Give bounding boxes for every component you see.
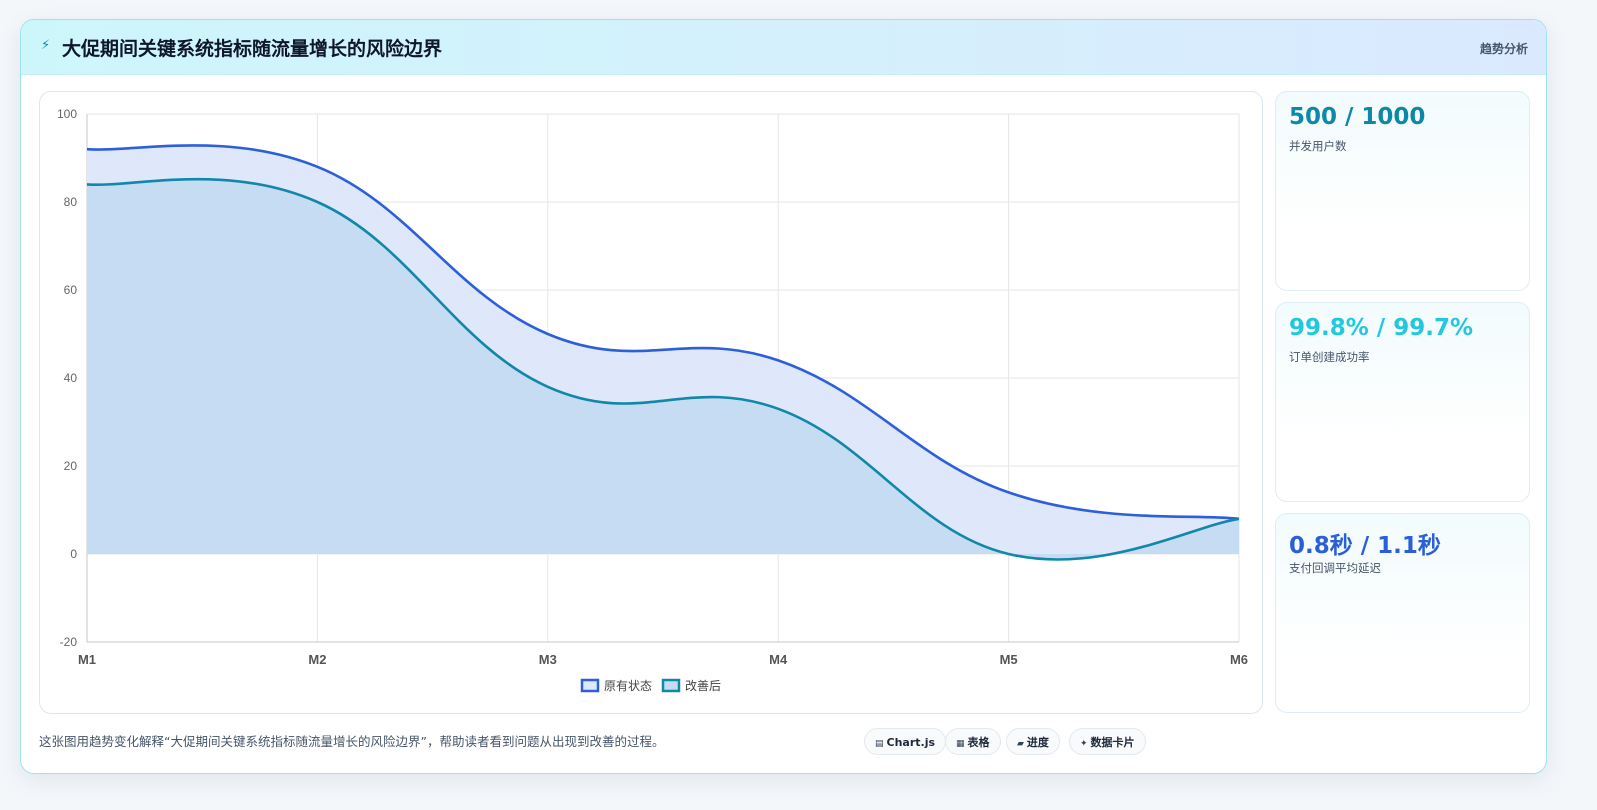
- chip-label: 数据卡片: [1090, 736, 1135, 749]
- trend-analysis-tag: 趋势分析: [1479, 42, 1528, 56]
- chip-table[interactable]: ▦ 表格: [945, 728, 1001, 755]
- legend-label-original: 原有状态: [604, 679, 652, 693]
- series-line-original: [86, 144, 1240, 521]
- card-header: ⚡ 大促期间关键系统指标随流量增长的风险边界 趋势分析: [21, 20, 1546, 75]
- area-chart: -20 0 20 40 60 80 100 M1 M2 M3 M4 M5 M6 原有状态 改善后: [57, 107, 1248, 693]
- y-tick-label: 100: [57, 107, 77, 121]
- chip-label: 表格: [967, 736, 990, 749]
- page-title: 大促期间关键系统指标随流量增长的风险边界: [62, 38, 443, 60]
- y-tick-label: 0: [70, 547, 77, 561]
- x-tick-label: M3: [539, 652, 557, 667]
- stat-card-order-success-rate: 99.8% / 99.7% 订单创建成功率: [1275, 302, 1530, 502]
- chip-label: Chart.js: [886, 736, 936, 749]
- x-tick-label: M4: [769, 652, 788, 667]
- y-tick-label: 20: [64, 459, 78, 473]
- sparkle-icon: ✦: [1080, 739, 1088, 749]
- x-tick-label: M1: [78, 652, 96, 667]
- stat-label: 并发用户数: [1289, 139, 1347, 153]
- bolt-icon: ⚡: [41, 38, 51, 53]
- table-icon: ▦: [956, 739, 965, 749]
- stat-label: 订单创建成功率: [1289, 350, 1370, 364]
- stat-card-concurrent-users: 500 / 1000 并发用户数: [1275, 91, 1530, 291]
- chart-icon: ▤: [875, 739, 884, 749]
- stat-label: 支付回调平均延迟: [1289, 561, 1381, 575]
- y-tick-label: 40: [64, 371, 78, 385]
- x-tick-label: M2: [308, 652, 326, 667]
- stat-value: 99.8% / 99.7%: [1289, 315, 1473, 341]
- chip-label: 进度: [1026, 736, 1049, 749]
- chart-description: 这张图用趋势变化解释“大促期间关键系统指标随流量增长的风险边界”，帮助读者看到问…: [39, 734, 665, 749]
- area-fill-improved: [87, 179, 1239, 560]
- stat-value: 500 / 1000: [1289, 104, 1426, 130]
- chart-panel: -20 0 20 40 60 80 100 M1 M2 M3 M4 M5 M6 原有状态 改善后: [39, 91, 1263, 714]
- stat-card-payment-latency: 0.8秒 / 1.1秒 支付回调平均延迟: [1275, 513, 1530, 713]
- chart-card: ⚡ 大促期间关键系统指标随流量增长的风险边界 趋势分析 -20 0 20 40 60 80…: [20, 19, 1547, 774]
- legend-swatch-original: [580, 678, 600, 693]
- y-tick-label: 80: [64, 195, 78, 209]
- y-tick-label: 60: [64, 283, 78, 297]
- stat-value: 0.8秒 / 1.1秒: [1289, 533, 1441, 559]
- series-line-improved: [86, 177, 1240, 561]
- legend-swatch-improved: [661, 678, 681, 693]
- legend-label-improved: 改善后: [685, 678, 721, 693]
- chip-chartjs[interactable]: ▤ Chart.js: [864, 728, 947, 755]
- progress-icon: ▰: [1017, 739, 1024, 749]
- chip-data-card[interactable]: ✦ 数据卡片: [1069, 728, 1146, 755]
- x-tick-label: M6: [1230, 652, 1248, 667]
- chip-progress[interactable]: ▰ 进度: [1006, 728, 1060, 755]
- y-tick-label: -20: [60, 635, 78, 649]
- x-tick-label: M5: [1000, 652, 1018, 667]
